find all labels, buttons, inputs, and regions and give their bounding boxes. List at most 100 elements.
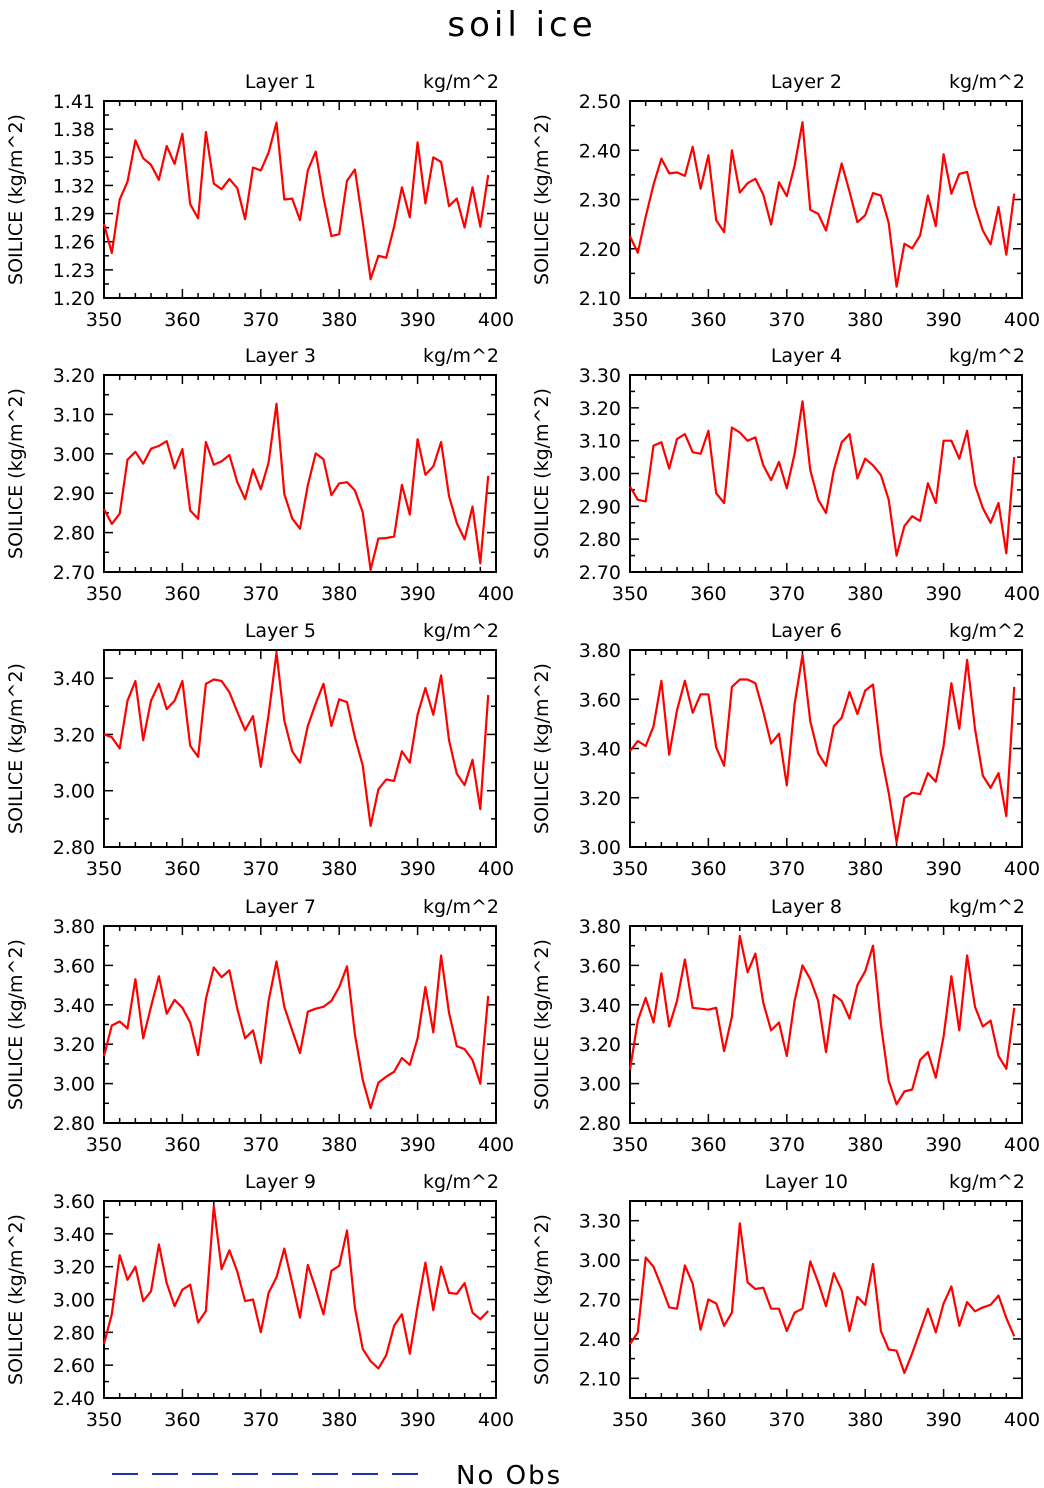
series-line — [629, 400, 1016, 557]
panel-units: kg/m^2 — [949, 1171, 1025, 1193]
y-tick-label: 3.00 — [579, 1074, 621, 1096]
x-tick-label: 370 — [243, 1134, 279, 1156]
y-tick-label: 2.80 — [53, 1322, 95, 1344]
x-tick-label: 350 — [86, 309, 122, 331]
y-tick-label: 1.35 — [53, 147, 95, 169]
x-tick-label: 360 — [164, 1409, 200, 1431]
x-tick-label: 360 — [690, 858, 726, 880]
y-tick-label: 1.20 — [53, 288, 95, 310]
panel-9: Layer 9 kg/m^2 350 360 370 380 390 400 2.40 2.60 2… — [5, 1171, 514, 1431]
y-tick-label: 3.40 — [53, 1224, 95, 1246]
x-tick-label: 390 — [925, 583, 961, 605]
y-tick-label: 3.60 — [53, 955, 95, 977]
x-tick-label: 350 — [612, 309, 648, 331]
x-tick-label: 360 — [164, 309, 200, 331]
y-tick-label: 2.70 — [579, 1290, 621, 1312]
x-tick-label: 390 — [925, 858, 961, 880]
y-tick-label: 3.30 — [579, 1211, 621, 1233]
x-tick-label: 400 — [478, 1409, 514, 1431]
x-tick-label: 400 — [478, 858, 514, 880]
x-tick-label: 360 — [690, 1134, 726, 1156]
x-tick-label: 400 — [478, 309, 514, 331]
panel-units: kg/m^2 — [423, 620, 499, 642]
x-tick-label: 390 — [925, 1409, 961, 1431]
panel-4: Layer 4 kg/m^2 350 360 370 380 390 400 2.70 2.80 2… — [531, 345, 1040, 605]
panel-title: Layer 8 — [771, 896, 842, 918]
x-tick-label: 400 — [1004, 858, 1040, 880]
y-tick-label: 2.80 — [579, 529, 621, 551]
x-tick-label: 370 — [769, 583, 805, 605]
y-axis-label: SOILICE (kg/m^2) — [5, 939, 27, 1110]
y-tick-label: 2.80 — [579, 1113, 621, 1135]
plot-frame — [629, 100, 1023, 299]
x-tick-label: 360 — [690, 309, 726, 331]
plot-frame — [629, 649, 1023, 848]
y-tick-label: 3.40 — [579, 739, 621, 761]
x-tick-label: 390 — [925, 1134, 961, 1156]
panel-title: Layer 2 — [771, 71, 842, 93]
panel-1: Layer 1 kg/m^2 350 360 370 380 390 400 1.20 1.23 1… — [5, 71, 514, 331]
plot-frame — [629, 925, 1023, 1124]
x-tick-label: 380 — [847, 858, 883, 880]
x-tick-label: 370 — [243, 858, 279, 880]
y-tick-label: 2.10 — [579, 1368, 621, 1390]
x-tick-label: 390 — [399, 1409, 435, 1431]
y-tick-label: 3.20 — [53, 1257, 95, 1279]
plot-frame — [103, 100, 497, 299]
y-axis-label: SOILICE (kg/m^2) — [5, 114, 27, 285]
x-tick-label: 350 — [86, 583, 122, 605]
panel-units: kg/m^2 — [949, 345, 1025, 367]
y-tick-label: 2.40 — [579, 1329, 621, 1351]
x-tick-label: 400 — [478, 1134, 514, 1156]
y-tick-label: 3.20 — [53, 365, 95, 387]
panel-6: Layer 6 kg/m^2 350 360 370 380 390 400 3.00 3.20 3… — [531, 620, 1040, 880]
panel-3: Layer 3 kg/m^2 350 360 370 380 390 400 2.70 2.80 2… — [5, 345, 514, 605]
x-tick-label: 370 — [243, 583, 279, 605]
x-tick-label: 380 — [847, 1134, 883, 1156]
x-tick-label: 380 — [847, 309, 883, 331]
y-tick-label: 3.00 — [579, 837, 621, 859]
x-tick-label: 400 — [1004, 1409, 1040, 1431]
y-tick-label: 2.20 — [579, 239, 621, 261]
panel-units: kg/m^2 — [949, 896, 1025, 918]
legend: No Obs — [112, 1461, 562, 1488]
x-tick-label: 390 — [399, 309, 435, 331]
y-tick-label: 3.40 — [53, 995, 95, 1017]
y-tick-label: 2.50 — [579, 91, 621, 113]
plot-frame — [103, 925, 497, 1124]
y-tick-label: 2.70 — [579, 562, 621, 584]
panel-units: kg/m^2 — [423, 345, 499, 367]
panel-10: Layer 10 kg/m^2 350 360 370 380 390 400 2.10 2.40… — [531, 1171, 1040, 1431]
y-tick-label: 3.00 — [579, 1250, 621, 1272]
panel-title: Layer 4 — [771, 345, 842, 367]
panel-7: Layer 7 kg/m^2 350 360 370 380 390 400 2.80 3.00 3… — [5, 896, 514, 1156]
legend-label: No Obs — [456, 1461, 562, 1488]
x-tick-label: 350 — [612, 583, 648, 605]
panel-title: Layer 10 — [765, 1171, 848, 1193]
y-tick-label: 2.10 — [579, 288, 621, 310]
plot-frame — [629, 374, 1023, 573]
panel-title: Layer 5 — [245, 620, 316, 642]
panel-title: Layer 7 — [245, 896, 316, 918]
x-tick-label: 400 — [478, 583, 514, 605]
panel-title: Layer 6 — [771, 620, 842, 642]
figure-title: soil ice — [447, 5, 596, 45]
x-tick-label: 380 — [847, 1409, 883, 1431]
y-tick-label: 3.20 — [53, 724, 95, 746]
series-line — [103, 651, 490, 828]
y-tick-label: 3.80 — [53, 916, 95, 938]
x-tick-label: 400 — [1004, 309, 1040, 331]
y-tick-label: 3.30 — [579, 365, 621, 387]
x-tick-label: 380 — [321, 1134, 357, 1156]
x-tick-label: 380 — [847, 583, 883, 605]
y-tick-label: 1.41 — [53, 91, 95, 113]
x-tick-label: 390 — [925, 309, 961, 331]
y-tick-label: 3.60 — [579, 955, 621, 977]
panel-title: Layer 9 — [245, 1171, 316, 1193]
x-tick-label: 390 — [399, 1134, 435, 1156]
x-tick-label: 360 — [690, 583, 726, 605]
x-tick-label: 390 — [399, 583, 435, 605]
y-tick-label: 2.40 — [579, 140, 621, 162]
panels: Layer 1 kg/m^2 350 360 370 380 390 400 1.20 1.23 1… — [5, 71, 1040, 1431]
